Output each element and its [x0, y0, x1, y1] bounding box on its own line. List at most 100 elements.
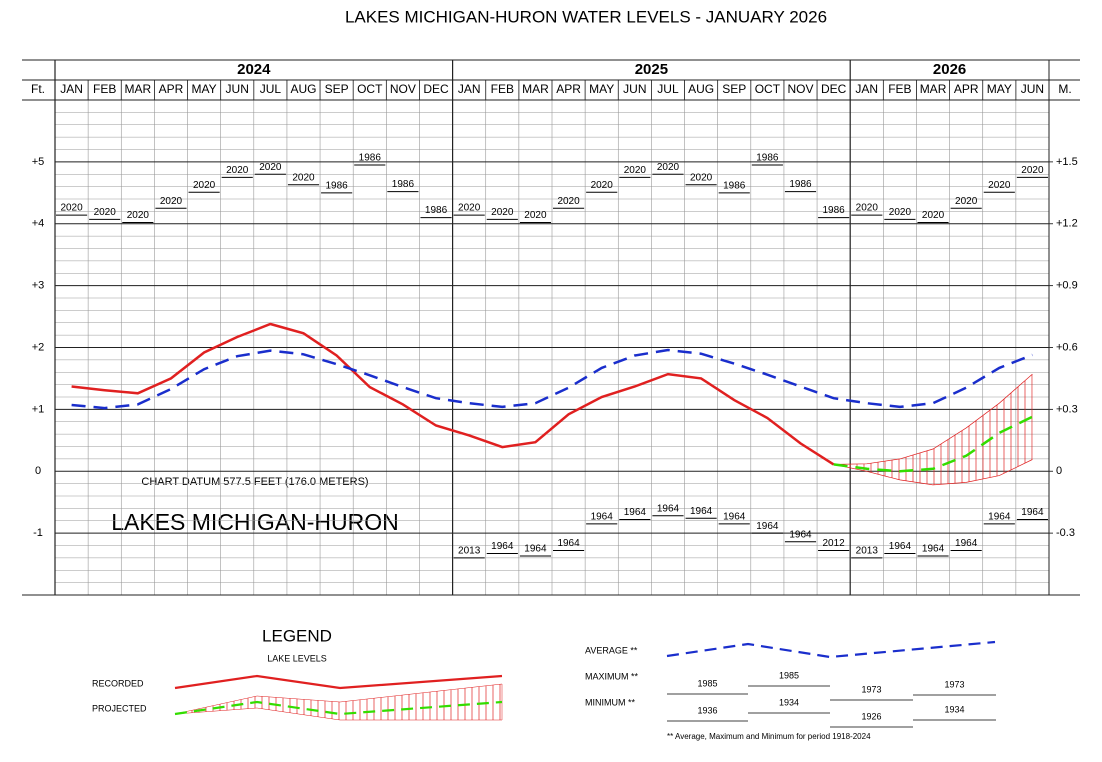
- projected-range-edge: [833, 373, 1033, 465]
- series-line: [833, 415, 1033, 473]
- record-low-year: 1964: [557, 538, 580, 549]
- record-high-year: 2020: [657, 162, 680, 173]
- y2-tick-label: +1.2: [1056, 218, 1078, 230]
- legend-label: AVERAGE **: [585, 645, 638, 655]
- legend-title: LEGEND: [262, 626, 332, 645]
- y-tick-label: 0: [35, 465, 41, 477]
- record-low-year: 1964: [657, 503, 680, 514]
- record-low-year: 1964: [524, 544, 547, 555]
- x-tick-label: JAN: [458, 82, 481, 96]
- legend-label: RECORDED: [92, 678, 144, 688]
- x-tick-label: JUL: [260, 82, 282, 96]
- x-tick-label: NOV: [390, 82, 416, 96]
- year-label: 2025: [635, 61, 668, 78]
- legend-year: 1934: [779, 697, 799, 707]
- record-high-year: 1986: [359, 153, 382, 164]
- projected-range-edge: [833, 459, 1033, 486]
- record-high-year: 1986: [392, 179, 415, 190]
- record-high-year: 1986: [756, 153, 779, 164]
- record-high-year: 2020: [226, 165, 249, 176]
- legend-footnote: ** Average, Maximum and Minimum for peri…: [667, 732, 871, 741]
- x-tick-label: MAY: [589, 82, 614, 96]
- x-tick-label: AUG: [290, 82, 316, 96]
- record-high-year: 1986: [425, 205, 448, 216]
- record-low-year: 1964: [789, 529, 812, 540]
- x-tick-label: SEP: [722, 82, 746, 96]
- legend-year: 1934: [944, 704, 964, 714]
- record-high-year: 2020: [889, 207, 912, 218]
- record-low-year: 1964: [624, 507, 647, 518]
- x-tick-label: APR: [556, 82, 581, 96]
- record-low-year: 1964: [988, 511, 1011, 522]
- record-high-year: 2020: [922, 210, 945, 221]
- x-tick-label: OCT: [755, 82, 781, 96]
- record-high-year: 1986: [823, 205, 846, 216]
- record-low-year: 1964: [756, 521, 779, 532]
- legend-year: 1973: [944, 679, 964, 689]
- record-low-year: 2013: [856, 546, 879, 557]
- y-tick-label: +3: [32, 280, 45, 292]
- y-axis-label: Ft.: [31, 82, 45, 96]
- legend-swatch: [174, 674, 503, 690]
- y2-axis-label: M.: [1058, 82, 1071, 96]
- x-tick-label: MAR: [124, 82, 151, 96]
- record-low-year: 1964: [591, 511, 614, 522]
- record-high-year: 2020: [259, 162, 282, 173]
- y2-tick-label: +1.5: [1056, 156, 1078, 168]
- x-tick-label: MAR: [920, 82, 947, 96]
- y2-tick-label: +0.6: [1056, 341, 1078, 353]
- x-tick-label: AUG: [688, 82, 714, 96]
- x-tick-label: MAY: [987, 82, 1012, 96]
- x-tick-label: OCT: [357, 82, 383, 96]
- record-low-year: 1964: [723, 511, 746, 522]
- x-tick-label: SEP: [325, 82, 349, 96]
- x-tick-label: FEB: [93, 82, 116, 96]
- legend-swatch: [174, 683, 503, 721]
- x-tick-label: FEB: [888, 82, 911, 96]
- record-high-year: 2020: [690, 172, 713, 183]
- y-tick-label: +4: [32, 218, 45, 230]
- legend-label: MINIMUM **: [585, 697, 635, 707]
- legend-year: 1985: [779, 670, 799, 680]
- record-high-year: 2020: [988, 180, 1011, 191]
- record-high-year: 2020: [557, 196, 580, 207]
- record-low-year: 2012: [823, 538, 846, 549]
- record-high-year: 2020: [60, 203, 83, 214]
- record-high-year: 2020: [624, 165, 647, 176]
- y-tick-label: +2: [32, 341, 45, 353]
- legend-swatch: [174, 700, 503, 716]
- record-low-year: 1964: [889, 541, 912, 552]
- x-tick-label: JAN: [855, 82, 878, 96]
- x-tick-label: JUL: [657, 82, 679, 96]
- y-tick-label: +5: [32, 156, 45, 168]
- record-low-year: 1964: [955, 538, 978, 549]
- year-label: 2026: [933, 61, 966, 78]
- record-high-year: 2020: [160, 196, 183, 207]
- x-tick-label: MAY: [192, 82, 217, 96]
- record-high-year: 2020: [524, 210, 547, 221]
- record-low-year: 1964: [922, 544, 945, 555]
- record-low-year: 1964: [690, 506, 713, 517]
- x-tick-label: FEB: [491, 82, 514, 96]
- record-low-year: 1964: [491, 541, 514, 552]
- y2-tick-label: +0.9: [1056, 280, 1078, 292]
- legend-year: 1973: [861, 684, 881, 694]
- legend-year: 1926: [861, 711, 881, 721]
- x-tick-label: JUN: [623, 82, 646, 96]
- series-line: [71, 348, 1033, 410]
- record-high-year: 2020: [94, 207, 117, 218]
- record-low-year: 1964: [1021, 507, 1044, 518]
- annotation: CHART DATUM 577.5 FEET (176.0 METERS): [141, 476, 368, 488]
- x-tick-label: JUN: [226, 82, 249, 96]
- projected-range: [833, 374, 1033, 485]
- record-high-year: 2020: [1021, 165, 1044, 176]
- x-tick-label: MAR: [522, 82, 549, 96]
- x-tick-label: JUN: [1021, 82, 1044, 96]
- x-tick-label: DEC: [821, 82, 847, 96]
- y2-tick-label: 0: [1056, 465, 1062, 477]
- x-tick-label: APR: [159, 82, 184, 96]
- record-high-year: 2020: [491, 207, 514, 218]
- x-tick-label: JAN: [60, 82, 83, 96]
- chart-title: LAKES MICHIGAN-HURON WATER LEVELS - JANU…: [345, 7, 827, 26]
